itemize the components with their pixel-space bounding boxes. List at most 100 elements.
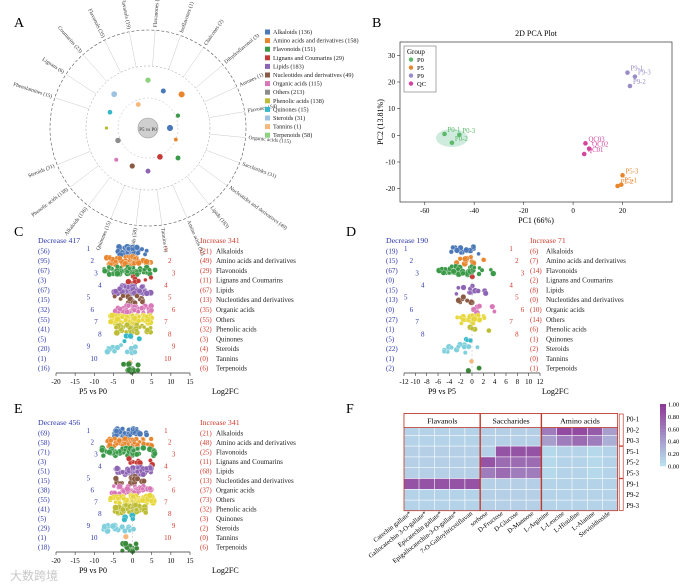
fc-dot	[143, 258, 150, 265]
ring-spoke	[195, 64, 224, 89]
fc-dot	[106, 271, 113, 278]
fc-dot	[132, 349, 138, 355]
heatmap-cell	[465, 468, 480, 479]
heatmap-cell	[572, 435, 587, 446]
decrease-count: (56)	[38, 247, 50, 255]
callout-right: 1	[164, 427, 168, 435]
fc-dot	[460, 284, 467, 291]
ring-spoke	[104, 40, 121, 73]
increase-count: (0)	[200, 534, 209, 542]
fc-x-tick-label: 12	[537, 378, 545, 386]
colorbar-step	[660, 425, 666, 430]
increase-count: (2)	[530, 345, 539, 353]
legend-entry: Phenolic acids (138)	[273, 98, 324, 105]
increase-count: (3)	[200, 515, 209, 523]
colorbar-step	[660, 428, 666, 433]
heatmap-group-label: Flavanols	[427, 417, 457, 426]
category-label: Quinones	[216, 515, 243, 523]
fc-dot	[107, 318, 114, 325]
fc-x-tick-label: -5	[111, 557, 117, 565]
callout-left: 3	[94, 451, 98, 459]
fc-dot	[134, 507, 139, 513]
callout-right: 4	[164, 463, 168, 471]
fc-dot	[482, 290, 489, 297]
category-label: Organic acids	[216, 306, 255, 314]
fc-comparison-label: P9 vs P0	[79, 566, 107, 575]
category-label: Lignans and Coumarins	[216, 277, 283, 285]
fc-dot	[121, 496, 127, 502]
heatmap-cell	[557, 457, 572, 468]
legend-entry: Terpenoids (58)	[273, 132, 312, 139]
fc-dot	[476, 303, 483, 309]
decrease-count: (15)	[38, 296, 50, 304]
legend-swatch	[265, 55, 270, 61]
fc-dot	[134, 469, 140, 475]
heatmap-cell	[480, 489, 496, 500]
heatmap-cell	[480, 468, 496, 479]
heatmap-cell	[480, 424, 496, 435]
heatmap-cell	[572, 478, 587, 489]
ring-spoke	[168, 35, 181, 70]
category-label: Others	[216, 316, 235, 324]
ring-spoke	[65, 74, 97, 95]
heatmap-cell	[587, 424, 603, 435]
fc-dot	[467, 290, 473, 296]
callout-right: 4	[509, 282, 513, 290]
fc-dot	[463, 246, 470, 253]
legend-swatch	[265, 124, 270, 130]
heatmap-cell	[572, 489, 587, 500]
callout-right: 3	[172, 451, 176, 459]
legend-entry: Lipids (183)	[273, 63, 304, 70]
inner-dot	[178, 91, 185, 98]
decrease-count: (1)	[386, 355, 395, 363]
category-label: Others	[546, 316, 565, 324]
decrease-count: (22)	[386, 345, 398, 353]
decrease-count: (67)	[38, 286, 50, 294]
fc-x-label: Log2FC	[212, 566, 239, 575]
heatmap-cell	[449, 435, 465, 446]
decrease-count: (5)	[386, 335, 395, 343]
decrease-count: (18)	[38, 544, 50, 552]
heatmap-cell	[511, 457, 526, 468]
ring-spoke	[129, 31, 137, 68]
fc-x-tick-label: 4	[493, 378, 497, 386]
heatmap-cell	[526, 489, 542, 500]
ring-spoke	[82, 54, 108, 82]
fc-dot	[142, 325, 147, 330]
callout-left: 5	[87, 474, 91, 482]
fc-x-tick-label: 15	[187, 378, 195, 386]
increase-count: (11)	[200, 458, 212, 466]
callout-right: 8	[168, 510, 172, 518]
fc-dot	[492, 309, 497, 314]
callout-right: 7	[509, 318, 513, 326]
pca-point-label: QC02	[592, 142, 609, 149]
callout-right: 8	[168, 330, 172, 338]
category-label: Nucleotides and derivatives	[216, 477, 294, 485]
ring-label: Saccharides (31)	[241, 160, 277, 179]
pca-point-label: P9-1	[630, 66, 643, 73]
decrease-count: (2)	[386, 365, 395, 373]
legend-entry: Flavonoids (151)	[273, 46, 315, 53]
colorbar-tick-label: 0.40	[668, 439, 679, 446]
increase-count: (2)	[200, 525, 209, 533]
fc-dot	[467, 337, 474, 344]
panel-e-log2fc-plot: Decrease 456 Increase 341 (69) (21) Alkaloid…	[38, 418, 296, 575]
pca-x-tick-label: -40	[470, 207, 480, 215]
fc-x-tick-label: -10	[90, 557, 100, 565]
fc-dot	[148, 498, 154, 504]
fc-dot	[112, 475, 119, 482]
fc-dot	[122, 540, 129, 547]
category-label: Alkaloids	[216, 247, 243, 255]
decrease-count: (51)	[38, 467, 50, 475]
increase-count: (21)	[200, 429, 212, 437]
fc-x-tick-label: -2	[458, 378, 464, 386]
heatmap-cell	[557, 446, 572, 457]
ring-label: Dihydroflavonol (3)	[223, 32, 261, 66]
fc-dot	[126, 509, 132, 515]
fc-dot	[139, 305, 145, 311]
fc-dot	[472, 265, 477, 270]
fc-dot	[129, 464, 136, 471]
decrease-count: (19)	[386, 247, 398, 255]
heatmap-cell	[449, 446, 465, 457]
